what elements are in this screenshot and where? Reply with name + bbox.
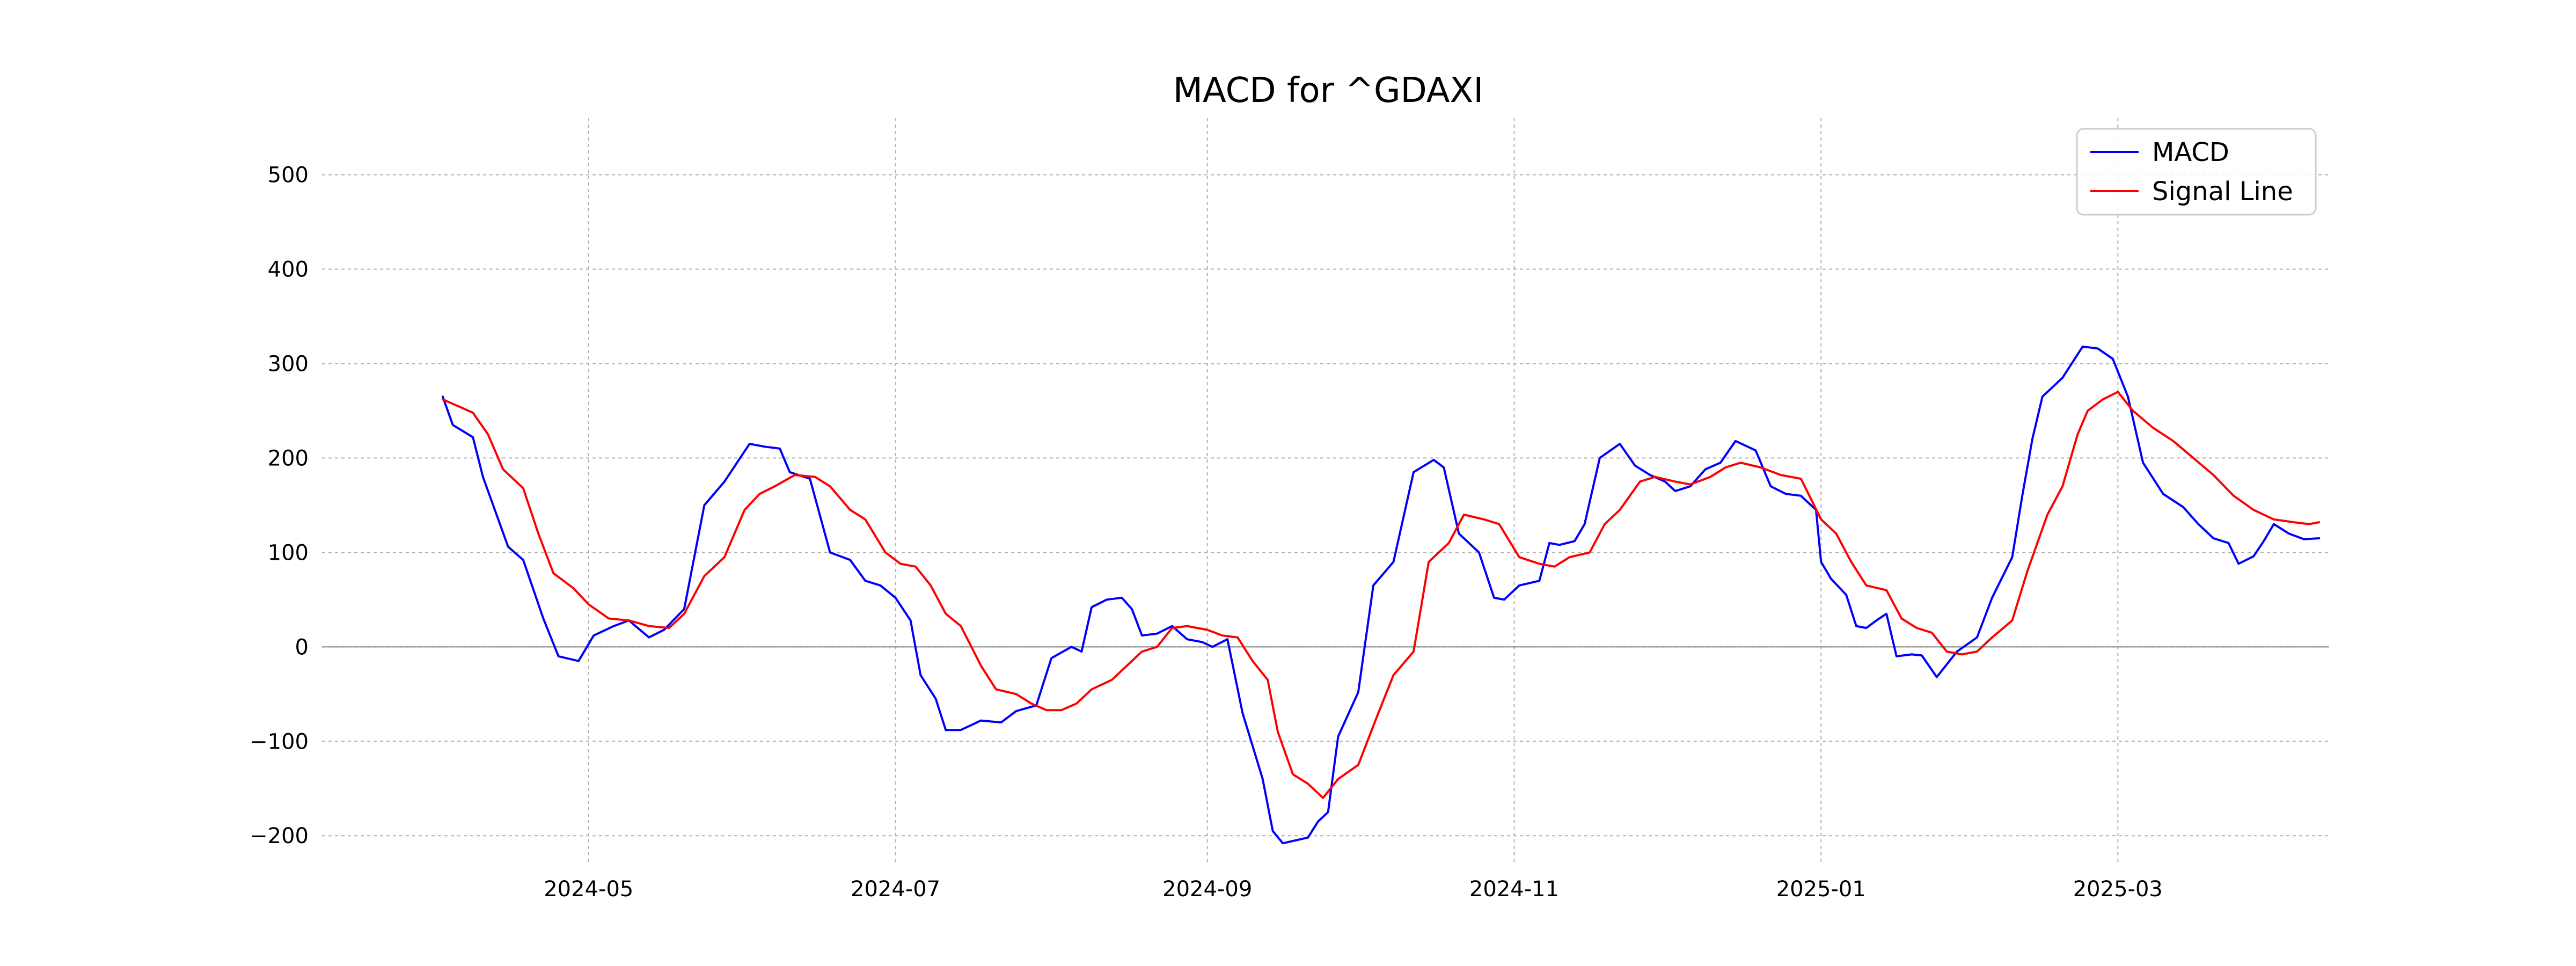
series — [442, 345, 2321, 845]
x-tick-label: 2025-03 — [2073, 877, 2163, 902]
legend-macd-label: MACD — [2152, 137, 2229, 167]
y-tick-label: 300 — [268, 352, 309, 376]
y-tick-label: 200 — [268, 446, 309, 471]
macd-line — [442, 345, 2321, 845]
legend: MACD Signal Line — [2076, 128, 2317, 216]
y-tick-label: 100 — [268, 540, 309, 565]
y-tick-label: −100 — [250, 729, 309, 754]
legend-box — [2076, 128, 2317, 216]
x-tick-label: 2024-11 — [1469, 877, 1559, 902]
y-tick-label: 500 — [268, 163, 309, 188]
chart-title: MACD for ^GDAXI — [1173, 71, 1483, 111]
x-tick-label: 2025-01 — [1776, 877, 1866, 902]
x-tick-label: 2024-07 — [851, 877, 940, 902]
y-tick-label: 400 — [268, 258, 309, 282]
signal-line — [442, 391, 2321, 799]
y-axis-ticks: −200 −100 0 100 200 300 400 500 — [250, 163, 309, 849]
y-tick-label: −200 — [250, 824, 309, 848]
y-tick-label: 0 — [295, 635, 309, 660]
x-axis-ticks: 2024-05 2024-07 2024-09 2024-11 2025-01 2025-… — [544, 877, 2163, 902]
x-tick-label: 2024-05 — [544, 877, 633, 902]
legend-signal-label: Signal Line — [2152, 177, 2293, 207]
x-tick-label: 2024-09 — [1162, 877, 1252, 902]
grid — [322, 118, 2329, 864]
